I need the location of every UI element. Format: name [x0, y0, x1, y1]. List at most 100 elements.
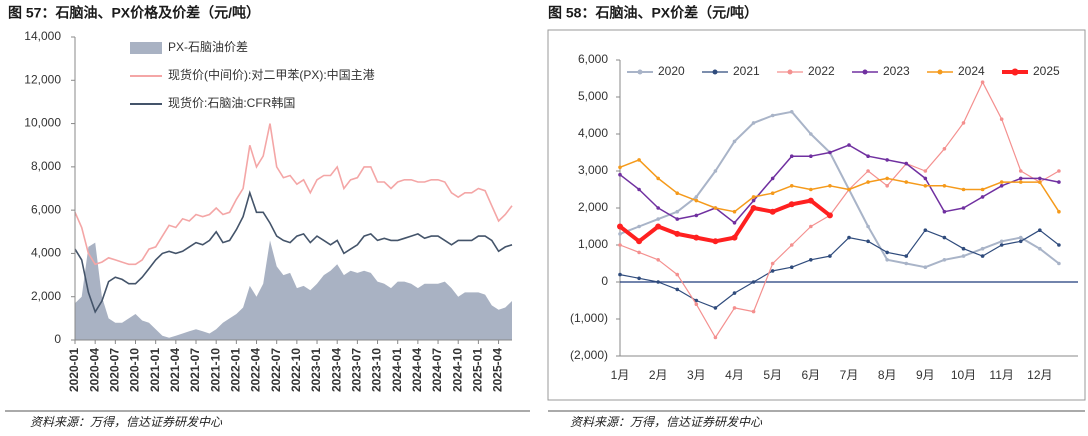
- point: [828, 150, 832, 155]
- legend-label: 2024: [958, 64, 985, 78]
- point: [961, 206, 966, 210]
- point: [618, 165, 622, 170]
- x-tick-label: 2023-10: [370, 348, 384, 392]
- point: [675, 217, 680, 221]
- point: [618, 232, 622, 236]
- point: [751, 198, 756, 203]
- line: [74, 123, 513, 266]
- x-tick-label: 2020-01: [67, 348, 81, 392]
- point: [713, 169, 718, 173]
- point: [655, 223, 662, 230]
- legend-marker: [787, 69, 793, 75]
- y-tick-label: 12,000: [24, 72, 61, 86]
- x-tick-label: 2021-07: [188, 348, 202, 392]
- legend-marker: [1011, 68, 1019, 76]
- x-tick-label: 2024-07: [430, 348, 444, 392]
- x-tick-label: 11月: [989, 368, 1013, 382]
- point: [923, 184, 928, 188]
- point: [788, 201, 795, 208]
- point: [731, 234, 738, 241]
- point: [732, 139, 737, 144]
- x-tick-label: 7月: [840, 368, 859, 382]
- point: [828, 254, 832, 258]
- point: [866, 239, 870, 244]
- point: [885, 158, 889, 162]
- x-tick-label: 2024-04: [410, 348, 424, 392]
- point: [1038, 176, 1042, 181]
- point: [999, 180, 1004, 184]
- point: [904, 261, 909, 266]
- x-tick-label: 2月: [649, 368, 668, 382]
- x-tick-label: 2025-04: [491, 348, 505, 392]
- line: [619, 81, 1060, 339]
- y-tick-label: 6,000: [578, 52, 608, 66]
- point: [770, 191, 775, 195]
- point: [885, 250, 889, 255]
- point: [751, 121, 756, 125]
- x-tick-label: 3月: [687, 368, 706, 382]
- point: [999, 243, 1004, 247]
- legend-swatch: [130, 42, 162, 54]
- y-tick-label: 3,000: [578, 163, 608, 177]
- point: [789, 154, 794, 158]
- point: [675, 209, 680, 214]
- point: [712, 238, 719, 245]
- x-tick-label: 4月: [725, 368, 744, 382]
- chart-frame: [547, 29, 1086, 401]
- point: [904, 254, 909, 258]
- point: [675, 287, 680, 292]
- chart-title: 图 58：石脑油、PX价差（元/吨）: [548, 5, 758, 21]
- point: [1038, 228, 1042, 232]
- area: [75, 240, 512, 340]
- point: [1057, 180, 1061, 184]
- legend-label: 2025: [1033, 64, 1060, 78]
- point: [694, 298, 699, 303]
- point: [1038, 246, 1042, 251]
- point: [694, 198, 699, 203]
- point: [1018, 176, 1023, 181]
- point: [656, 176, 660, 181]
- point: [732, 209, 737, 214]
- y-tick-label: 8,000: [31, 159, 61, 173]
- point: [770, 176, 775, 181]
- point: [789, 110, 794, 114]
- point: [923, 265, 928, 270]
- line: [619, 159, 1060, 213]
- line: [619, 144, 1060, 224]
- y-tick-label: 10,000: [24, 116, 61, 130]
- point: [807, 197, 814, 204]
- x-tick-label: 2022-04: [249, 348, 263, 392]
- legend-marker: [712, 69, 718, 75]
- point: [961, 121, 966, 125]
- y-tick-label: 0: [601, 274, 608, 288]
- line: [619, 229, 1060, 309]
- y-tick-label: 2,000: [578, 200, 608, 214]
- x-tick-label: 2023-07: [350, 348, 364, 392]
- point: [904, 180, 909, 184]
- point: [694, 213, 699, 218]
- legend-label: PX-石脑油价差: [168, 40, 248, 54]
- x-tick-label: 2025-01: [471, 348, 485, 392]
- x-tick-label: 10月: [951, 368, 976, 382]
- point: [923, 169, 928, 173]
- point: [961, 246, 966, 251]
- point: [751, 195, 756, 199]
- point: [637, 250, 641, 255]
- y-tick-label: 14,000: [24, 29, 61, 43]
- y-tick-label: 4,000: [31, 246, 61, 260]
- legend-label: 2020: [658, 64, 685, 78]
- point: [1038, 180, 1042, 184]
- line: [74, 190, 513, 314]
- point: [732, 306, 737, 310]
- point: [656, 280, 660, 284]
- legend-label: 2022: [808, 64, 835, 78]
- point: [637, 224, 641, 229]
- point: [999, 239, 1004, 244]
- point: [751, 280, 756, 284]
- point: [809, 187, 813, 192]
- chart-title: 图 57：石脑油、PX价格及价差（元/吨）: [8, 5, 260, 21]
- point: [656, 217, 660, 221]
- point: [1018, 169, 1023, 173]
- point: [1057, 209, 1061, 214]
